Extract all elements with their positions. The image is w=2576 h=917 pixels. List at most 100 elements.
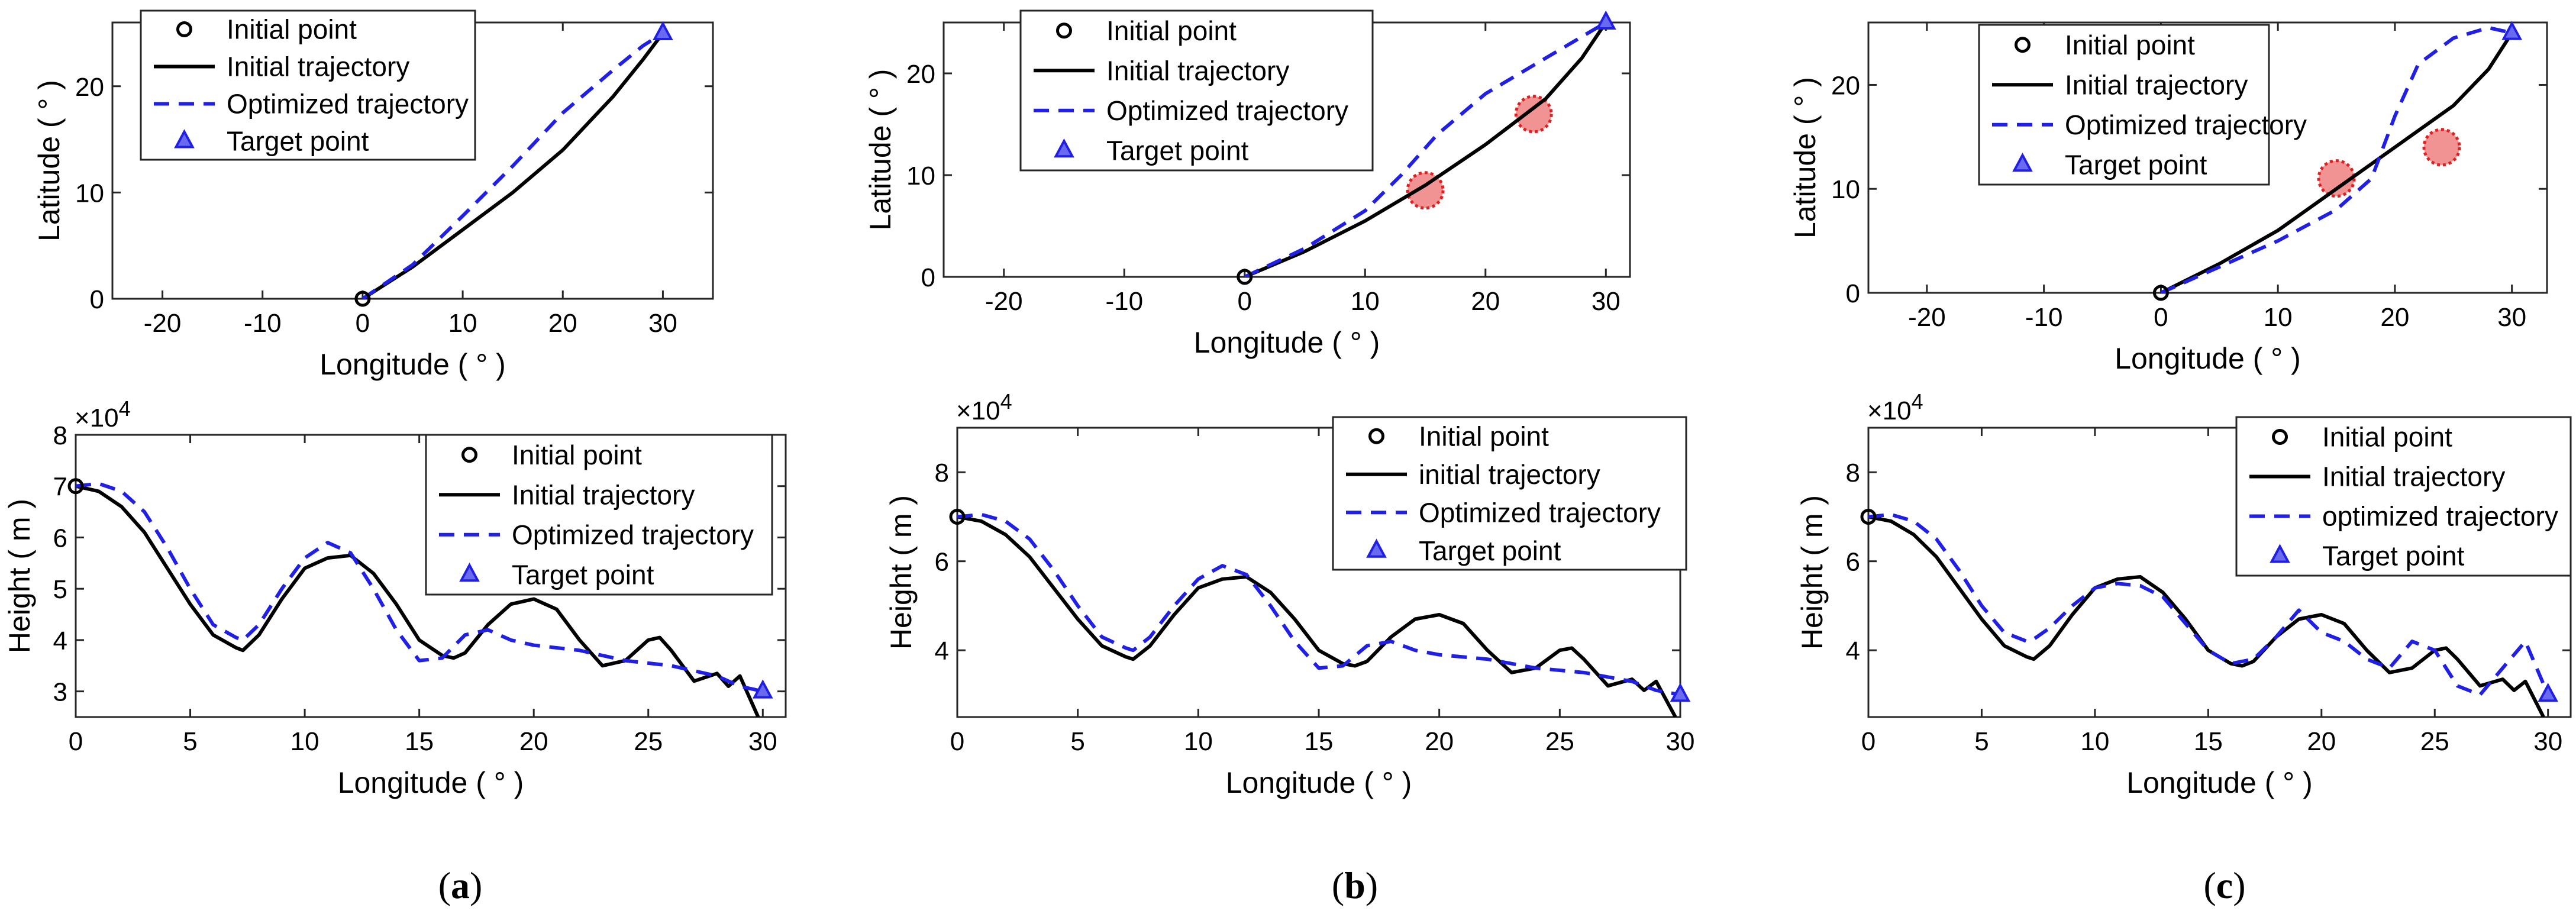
y-tick-label: 6 [1846,548,1860,577]
x-tick-label: 5 [183,727,197,756]
legend-label: Initial point [2065,30,2195,60]
x-tick-label: 20 [519,727,548,756]
y-tick-label: 4 [935,637,949,666]
y-tick-label: 10 [75,179,104,208]
legend-label: Optimized trajectory [512,519,754,550]
legend-initial-point-icon [1368,428,1384,444]
y-tick-label: 8 [53,421,67,450]
caption-close: ) [2233,864,2245,906]
target-point-marker [752,679,773,699]
chart-panel-c-height: 0 5 10 15 20 25 30 4 6 8 Longitude ( ° ) Height ( m… [1796,389,2572,799]
legend-label: Target point [512,559,654,590]
x-tick-label: 0 [2154,303,2168,332]
x-tick-label: 30 [648,309,677,338]
y-axis-label: Height ( m ) [3,499,36,653]
x-tick-label: 15 [1305,727,1334,756]
x-tick-label: 0 [1238,287,1252,316]
legend-label: Target point [227,126,369,157]
y-tick-label: 7 [53,473,67,502]
y-tick-label: 6 [935,548,949,577]
legend-label: Initial trajectory [512,479,695,510]
chart-panel-a-height: 0 5 10 15 20 25 30 3 4 5 6 7 8 Longitude ( ° ) Height … [3,396,787,799]
optimized-trajectory-line [1868,512,2550,697]
x-axis-label: Longitude ( ° ) [1194,326,1380,359]
caption-open: ( [438,864,451,906]
x-tick-label: -10 [244,309,282,338]
y-tick-label: 10 [1831,175,1860,204]
legend-label: Initial point [1106,15,1237,46]
x-tick-label: 5 [1070,727,1084,756]
x-tick-label: -20 [144,309,182,338]
legend-box [1332,416,1687,571]
legend-box [425,434,773,596]
legend-label: Target point [1419,535,1561,566]
chart-panel-a-latlon: -20 -10 0 10 20 30 0 10 20 Longitude ( ° ) Latitud… [33,9,714,381]
exponent-power: 4 [1912,389,1923,414]
y-tick-label: 20 [906,60,935,89]
legend-label: Initial trajectory [1106,55,1289,86]
legend-label: Optimized trajectory [227,89,469,120]
optimized-trajectory-line [361,31,664,299]
x-tick-label: 10 [290,727,319,756]
caption-letter: a [451,864,470,906]
legend-label: Initial trajectory [227,51,409,82]
y-tick-label: 8 [1846,458,1860,487]
initial-trajectory-line [957,515,1677,717]
axis-exponent-label: ×104 [75,396,131,432]
legend-label: initial trajectory [1419,459,1600,490]
legend: Initial point Initial trajectory optimized… [2235,416,2572,577]
legend-label: Target point [1106,135,1249,166]
obstacle-circle-2 [2422,128,2461,167]
x-tick-label: 30 [748,727,777,756]
x-tick-label: 25 [1545,727,1574,756]
legend-initial-point-icon [2015,37,2031,53]
x-tick-label: 30 [2497,303,2526,332]
legend-initial-point-icon [2272,429,2288,445]
exponent-base: ×10 [956,396,1000,425]
initial-trajectory-line [1244,22,1607,277]
legend: Initial point Initial trajectory Optimized… [1978,24,2307,186]
obstacle-circle-1 [2317,159,2356,198]
x-tick-label: 25 [2420,727,2449,756]
legend-label: Optimized trajectory [1106,95,1348,126]
panel-caption-b: (b) [1332,864,1378,906]
legend-box [140,9,476,161]
x-tick-label: 20 [1425,727,1454,756]
optimized-trajectory-line [957,512,1680,697]
legend-label: optimized trajectory [2322,501,2558,532]
axis-exponent-label: ×104 [1867,389,1923,425]
x-tick-label: 10 [2264,303,2293,332]
caption-open: ( [1332,864,1344,906]
exponent-base: ×10 [75,403,119,432]
x-tick-label: 20 [1471,287,1500,316]
y-axis-label: Latitude ( ° ) [864,69,897,231]
y-axis-label: Latitude ( ° ) [1789,77,1822,238]
legend: Initial point initial trajectory Optimized… [1332,416,1687,571]
y-tick-label: 4 [1846,637,1860,666]
legend-label: Initial trajectory [2065,69,2248,100]
y-axis-label: Height ( m ) [1796,495,1829,650]
initial-trajectory-line [2160,31,2514,293]
x-tick-label: 5 [1974,727,1989,756]
chart-panel-b-height: 0 5 10 15 20 25 30 4 6 8 Longitude ( ° ) Height ( m… [885,389,1694,799]
caption-close: ) [470,864,482,906]
y-tick-label: 3 [53,678,67,707]
exponent-power: 4 [119,396,131,421]
x-tick-label: 0 [356,309,370,338]
legend-target-point-icon [459,563,480,582]
x-tick-label: -20 [1908,303,1946,332]
x-tick-label: 20 [2307,727,2336,756]
target-point-marker [2501,21,2523,40]
y-tick-label: 10 [906,162,935,190]
legend: Initial point Initial trajectory Optimized… [140,9,476,161]
x-tick-label: 20 [548,309,577,338]
chart-panel-b-latlon: -20 -10 0 10 20 30 0 10 20 Longitude ( ° ) Latitud… [864,9,1631,359]
y-tick-label: 5 [53,575,67,604]
initial-point-marker [949,508,966,525]
x-axis-label: Longitude ( ° ) [2115,342,2301,375]
legend-target-point-icon [174,129,195,148]
optimized-trajectory-line [1244,22,1607,277]
x-tick-label: 10 [448,309,477,338]
x-tick-label: 10 [1351,287,1380,316]
initial-point-marker [354,290,371,307]
